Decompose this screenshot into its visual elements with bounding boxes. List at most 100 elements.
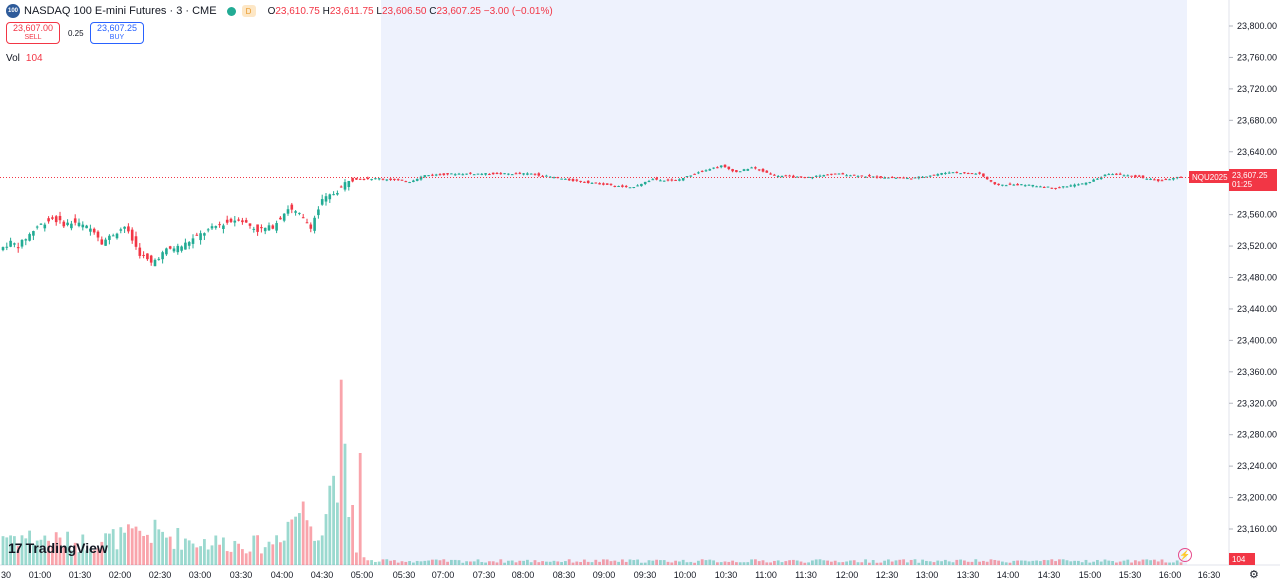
- flash-icon[interactable]: ⚡: [1178, 548, 1192, 562]
- volume-bar: [1115, 562, 1118, 565]
- candle-body: [678, 179, 681, 181]
- volume-bar: [522, 560, 525, 565]
- volume-bar: [868, 562, 871, 565]
- change-value: −3.00 (−0.01%): [483, 5, 553, 17]
- symbol-logo-icon[interactable]: 100: [6, 4, 20, 18]
- volume-bar: [85, 550, 88, 565]
- volume-bar: [203, 539, 206, 565]
- candle-body: [130, 229, 134, 241]
- volume-bar: [788, 560, 791, 565]
- data-badge[interactable]: D: [241, 5, 256, 17]
- volume-bar: [940, 561, 943, 565]
- volume-bar: [157, 529, 161, 565]
- volume-bar: [712, 560, 715, 565]
- buy-button[interactable]: 23,607.25 BUY: [90, 22, 144, 44]
- volume-bar: [32, 544, 35, 565]
- candle-body: [339, 186, 343, 188]
- candle-body: [628, 187, 632, 189]
- volume-bar: [917, 562, 921, 565]
- volume-bar: [96, 548, 100, 565]
- volume-bar: [81, 534, 85, 565]
- volume-bar: [1016, 560, 1019, 565]
- candle-body: [860, 175, 864, 177]
- volume-bar: [210, 545, 214, 565]
- volume-bar: [621, 559, 624, 565]
- volume-bar: [309, 526, 313, 565]
- volume-bar: [355, 552, 358, 565]
- candle-body: [1084, 182, 1088, 185]
- candle-body: [575, 179, 579, 181]
- volume-bar: [324, 514, 328, 565]
- candle-body: [1179, 176, 1183, 178]
- candle-body: [833, 173, 837, 175]
- candle-body: [404, 181, 408, 183]
- volume-label: Vol: [6, 53, 20, 64]
- volume-bar: [62, 547, 66, 565]
- candle-body: [727, 166, 731, 170]
- candle-body: [1031, 184, 1035, 187]
- volume-bar: [556, 561, 560, 565]
- candle-body: [111, 235, 115, 237]
- volume-bar: [849, 560, 852, 565]
- time-tick-label: 10:30: [715, 570, 738, 580]
- candle-body: [222, 225, 225, 229]
- volume-bar: [704, 560, 708, 565]
- time-tick-label: 04:00: [271, 570, 294, 580]
- volume-bar: [814, 559, 818, 565]
- price-tick-label: 23,640.00: [1237, 147, 1277, 157]
- volume-bar: [997, 560, 1000, 565]
- volume-bar: [77, 552, 81, 565]
- candle-body: [324, 196, 328, 202]
- volume-bar: [1020, 560, 1023, 565]
- volume-bar: [624, 561, 628, 565]
- candle-body: [970, 173, 974, 175]
- volume-bar: [446, 561, 449, 565]
- sell-button[interactable]: 23,607.00 SELL: [6, 22, 60, 44]
- volume-bar: [594, 559, 598, 565]
- candle-body: [457, 173, 461, 175]
- candle-body: [666, 179, 670, 181]
- brand-logo[interactable]: 17 TradingView: [8, 540, 108, 556]
- candle-body: [225, 219, 229, 223]
- volume-bar: [298, 513, 301, 565]
- volume-bar: [92, 550, 96, 565]
- candle-body: [343, 182, 347, 190]
- candle-body: [567, 178, 571, 181]
- candle-body: [385, 179, 389, 181]
- volume-bar: [267, 541, 271, 565]
- volume-bar: [180, 549, 183, 565]
- candle-body: [374, 178, 377, 180]
- volume-bar: [632, 560, 636, 565]
- volume-bar: [507, 560, 510, 565]
- volume-legend[interactable]: Vol 104: [6, 53, 43, 64]
- candle-body: [997, 183, 1000, 186]
- volume-bar: [678, 561, 681, 565]
- candle-body: [1054, 187, 1057, 189]
- candle-body: [351, 177, 354, 182]
- symbol-title[interactable]: NASDAQ 100 E-mini Futures · 3 · CME: [24, 5, 217, 17]
- candle-body: [1149, 178, 1152, 180]
- time-tick-label: 14:30: [1038, 570, 1061, 580]
- candle-body: [640, 183, 643, 187]
- price-tick-label: 23,200.00: [1237, 493, 1277, 503]
- candle-body: [571, 178, 575, 181]
- volume-bar: [860, 562, 864, 565]
- candle-body: [206, 229, 210, 231]
- volume-bar: [427, 560, 430, 565]
- volume-bar: [769, 562, 772, 565]
- volume-bar: [955, 559, 959, 565]
- volume-bar: [450, 559, 453, 565]
- volume-bar: [818, 559, 822, 565]
- candle-body: [788, 175, 791, 177]
- candle-body: [336, 192, 339, 195]
- market-status-icon[interactable]: [226, 6, 236, 16]
- volume-bar: [890, 561, 894, 565]
- volume-bar: [16, 546, 20, 565]
- candle-body: [609, 183, 613, 185]
- gear-icon[interactable]: ⚙: [1249, 569, 1259, 581]
- time-tick-label: 03:00: [189, 570, 212, 580]
- candle-body: [590, 182, 594, 184]
- price-tick-label: 23,240.00: [1237, 461, 1277, 471]
- candle-body: [442, 173, 446, 175]
